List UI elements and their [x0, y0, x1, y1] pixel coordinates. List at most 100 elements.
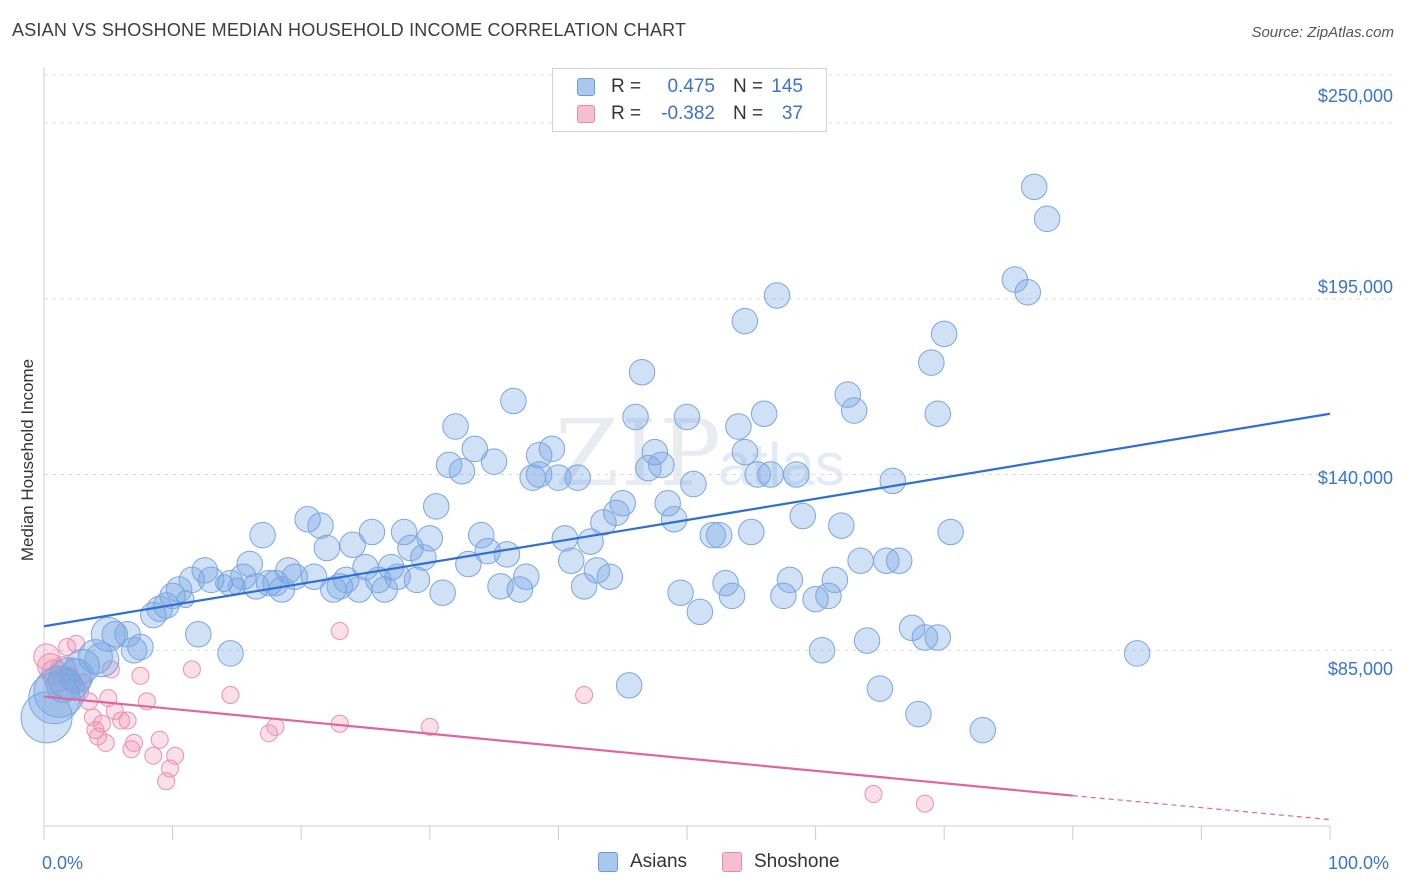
asians-point [615, 672, 643, 699]
shoshone-point [101, 660, 120, 679]
asians-point [442, 413, 469, 440]
asians-point [924, 624, 952, 651]
asians-point [763, 282, 791, 309]
shoshone-point [330, 622, 349, 641]
asians-point [390, 518, 418, 546]
asians-point [313, 534, 341, 562]
asians-point [834, 381, 861, 408]
watermark-atlas: atlas [718, 431, 845, 498]
shoshone-point [182, 660, 201, 679]
shoshone-point [915, 794, 934, 813]
shoshone-point [112, 711, 131, 730]
r-value: -0.382 [661, 103, 715, 124]
asians-points [20, 173, 1151, 744]
shoshone-point [266, 717, 285, 736]
n-label: N = [733, 103, 764, 124]
correlation-legend: R = 0.475 N = 145 R = -0.382 N = 37 [552, 68, 827, 132]
asians-point [20, 691, 73, 744]
asians-point [808, 636, 836, 664]
shoshone-point [221, 685, 240, 704]
n-label: N = [733, 76, 764, 97]
asians-point [197, 566, 225, 594]
asians-point [776, 566, 804, 594]
asians-point [384, 563, 411, 590]
asians-point [905, 700, 932, 728]
asians-point [802, 585, 829, 613]
source-label: Source: ZipAtlas.com [1251, 24, 1394, 41]
asians-legend-label: Asians [630, 851, 688, 872]
asians-point [731, 438, 759, 466]
shoshone-point [420, 717, 439, 736]
asians-point [77, 639, 113, 675]
asians-point [339, 531, 366, 559]
asians-point [500, 387, 527, 415]
shoshone-point [260, 724, 279, 743]
asians-point [487, 573, 514, 600]
asians-point [1123, 640, 1151, 667]
y-tick-label: $85,000 [1327, 659, 1393, 679]
asians-point [654, 489, 681, 517]
asians-point [1020, 173, 1048, 201]
asians-point [660, 505, 688, 533]
asians-point [885, 547, 913, 575]
asians-point [65, 648, 101, 684]
legend-row-asians: R = 0.475 N = 145 [577, 75, 803, 99]
asians-point [918, 349, 945, 376]
asians-point [480, 448, 508, 475]
shoshone-point [575, 685, 594, 704]
asians-point [185, 621, 212, 648]
asians-swatch [577, 78, 595, 96]
asians-point [564, 464, 591, 491]
shoshone-point [131, 666, 150, 685]
asians-point [738, 518, 765, 546]
asians-point [596, 563, 624, 590]
asians-point [448, 458, 476, 485]
asians-point [641, 438, 669, 466]
legend-item-asians[interactable]: Asians [598, 851, 687, 873]
asians-point [628, 358, 656, 386]
asians-point [725, 413, 752, 440]
shoshone-point [118, 711, 137, 730]
asians-legend-swatch [598, 852, 618, 872]
asians-point [924, 400, 952, 427]
shoshone-point [166, 746, 185, 765]
asians-point [673, 403, 701, 431]
asians-point [525, 461, 553, 488]
shoshone-point [92, 714, 111, 733]
asians-point [416, 525, 444, 552]
asians-point [815, 582, 842, 610]
asians-point [667, 579, 694, 606]
shoshone-trend-line [43, 695, 1073, 797]
chart-title: ASIAN VS SHOSHONE MEDIAN HOUSEHOLD INCOM… [12, 20, 687, 40]
asians-point [47, 657, 92, 701]
asians-point [712, 569, 739, 597]
asians-point [90, 616, 126, 652]
asians-point [307, 512, 334, 539]
y-axis-label: Median Household Income [18, 358, 37, 562]
asians-point [294, 505, 321, 533]
asians-point [506, 576, 534, 603]
n-value: 145 [771, 76, 803, 97]
asians-point [622, 403, 649, 431]
asians-point [120, 636, 148, 664]
asians-point [558, 547, 585, 575]
asians-point [847, 547, 874, 575]
asians-point [1033, 205, 1061, 233]
r-label: R = [611, 76, 642, 97]
asians-point [609, 489, 636, 517]
asians-point [699, 521, 726, 549]
r-label: R = [611, 103, 642, 124]
asians-point [680, 470, 707, 498]
asians-point [538, 435, 566, 463]
asians-point [1014, 279, 1042, 306]
asians-point [783, 461, 810, 488]
asians-point [718, 582, 746, 610]
asians-point [493, 541, 521, 568]
asians-point [879, 467, 907, 495]
legend-item-shoshone[interactable]: Shoshone [722, 851, 840, 873]
shoshone-point [125, 733, 144, 752]
trend-lines [43, 412, 1331, 821]
asians-point [545, 464, 572, 491]
x-tick-label: 100.0% [1328, 853, 1390, 873]
